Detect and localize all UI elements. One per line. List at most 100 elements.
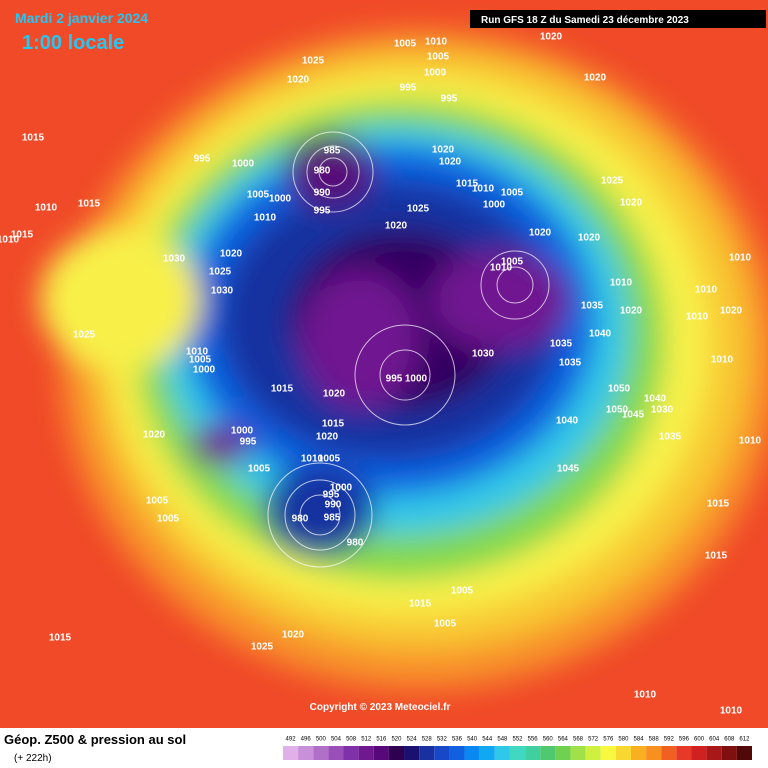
isobar-label: 1005: [189, 355, 212, 366]
isobar-label: 1045: [622, 410, 645, 421]
isobar-label: 1020: [220, 249, 243, 260]
color-legend: 492 496 500 504 508 512 516 520 524 528 532 536 540 5…: [283, 737, 752, 760]
legend-swatch: [313, 746, 329, 760]
isobar-label: 1015: [322, 419, 345, 430]
legend-tick-label: 600: [694, 737, 705, 743]
isobar-label: 1020: [316, 432, 339, 443]
legend-swatch: [373, 746, 389, 760]
isobar-label: 1005: [394, 39, 417, 50]
isobar-label: 1010: [610, 278, 633, 289]
legend-swatch: [298, 746, 314, 760]
legend-swatch: [721, 746, 737, 760]
map-time: 1:00 locale: [22, 32, 124, 54]
legend-tick-label: 556: [528, 737, 539, 743]
isobar-label: 995: [323, 490, 340, 501]
isobar-label: 1015: [707, 499, 730, 510]
legend-swatch: [328, 746, 344, 760]
isobar-label: 1010: [186, 347, 209, 358]
legend-swatch: [343, 746, 359, 760]
isobars: [267, 131, 550, 568]
legend-tick-label: 580: [618, 737, 629, 743]
legend-tick-label: 568: [573, 737, 584, 743]
legend-tick-label: 596: [679, 737, 690, 743]
isobar-label: 1035: [581, 301, 604, 312]
isobar-label: 1015: [22, 133, 45, 144]
isobar-label: 1010: [695, 285, 718, 296]
legend-tick-label: 564: [558, 737, 569, 743]
legend-tick-label: 608: [724, 737, 735, 743]
isobar-label: 1010: [634, 690, 657, 701]
isobar-label: 1010: [729, 253, 752, 264]
isobar-label: 1020: [620, 306, 643, 317]
isobar-label: 980: [314, 166, 331, 177]
legend-swatch: [540, 746, 556, 760]
isobar-label: 995: [386, 374, 403, 385]
isobar-label: 990: [325, 500, 342, 511]
isobar-label: 1015: [409, 599, 432, 610]
run-info: Run GFS 18 Z du Samedi 23 décembre 2023: [481, 15, 689, 26]
isobar-label: 1030: [651, 405, 674, 416]
legend-swatch: [600, 746, 616, 760]
legend-swatch: [464, 746, 480, 760]
legend-swatch: [691, 746, 707, 760]
map-date: Mardi 2 janvier 2024: [15, 10, 148, 26]
legend-tick-label: 504: [331, 737, 342, 743]
legend-tick-label: 584: [634, 737, 645, 743]
legend-tick-label: 500: [316, 737, 327, 743]
legend-swatch: [555, 746, 571, 760]
legend-swatch: [585, 746, 601, 760]
legend-swatch: [434, 746, 450, 760]
legend-tick-label: 520: [391, 737, 402, 743]
isobar-label: 1050: [606, 405, 629, 416]
isobar-label: 995: [400, 83, 417, 94]
isobar-label: 980: [347, 538, 364, 549]
isobar-label: 1030: [211, 286, 234, 297]
isobar-label: 1000: [232, 159, 255, 170]
legend-tick-label: 544: [482, 737, 493, 743]
isobar-label: 990: [314, 188, 331, 199]
isobar-label: 995: [240, 437, 257, 448]
isobar-label: 1025: [73, 330, 96, 341]
isobar-label: 1015: [271, 384, 294, 395]
isobar-label: 1005: [318, 454, 341, 465]
legend-swatch: [736, 746, 752, 760]
legend-tick-label: 540: [467, 737, 478, 743]
legend-tick-label: 592: [664, 737, 675, 743]
legend-tick-label: 532: [437, 737, 448, 743]
isobar-label: 1010: [254, 213, 277, 224]
legend-tick-label: 552: [512, 737, 523, 743]
isobar-label: 1045: [557, 464, 580, 475]
isobar-label: 1005: [501, 257, 524, 268]
isobar-label: 995: [314, 206, 331, 217]
isobar-label: 980: [292, 514, 309, 525]
isobar-label: 1010: [35, 203, 58, 214]
isobar-label: 1030: [163, 254, 186, 265]
isobar-label: 1040: [589, 329, 612, 340]
legend-swatch: [525, 746, 541, 760]
run-box: [470, 10, 766, 28]
legend-tick-label: 508: [346, 737, 357, 743]
isobar-label: 1035: [550, 339, 573, 350]
isobar-label: 1010: [472, 184, 495, 195]
isobar-label: 1020: [439, 157, 462, 168]
legend-tick-label: 536: [452, 737, 463, 743]
isobar-label: 1020: [540, 32, 563, 43]
isobar-label: 1000: [330, 483, 353, 494]
isobar-label: 1020: [432, 145, 455, 156]
legend-tick-label: 524: [407, 737, 418, 743]
legend-swatch: [661, 746, 677, 760]
isobar-label: 1005: [248, 464, 271, 475]
legend-tick-label: 496: [301, 737, 312, 743]
isobar-label: 1020: [282, 630, 305, 641]
isobar-label: 1040: [556, 416, 579, 427]
legend-swatch: [706, 746, 722, 760]
legend-swatch: [283, 746, 299, 760]
legend-tick-label: 572: [588, 737, 599, 743]
isobar-label: 1005: [451, 586, 474, 597]
isobar-label: 1005: [247, 190, 270, 201]
isobar-label: 1005: [501, 188, 524, 199]
isobar-label: 1020: [385, 221, 408, 232]
isobar-label: 1025: [302, 56, 325, 67]
isobar-label: 1010: [711, 355, 734, 366]
